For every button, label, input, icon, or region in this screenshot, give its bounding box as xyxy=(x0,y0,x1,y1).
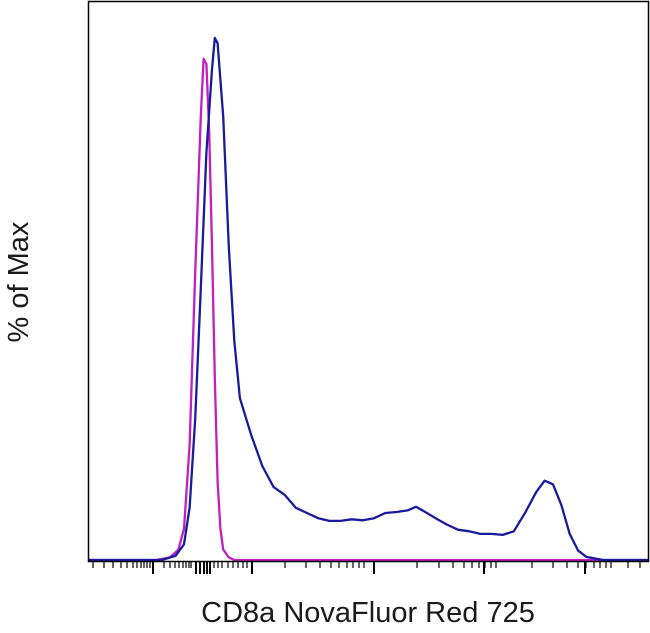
x-axis-label: CD8a NovaFluor Red 725 xyxy=(201,597,535,629)
x-axis-ticks xyxy=(92,562,641,574)
series-layer xyxy=(89,36,648,562)
plot-frame xyxy=(87,0,650,563)
y-axis-label: % of Max xyxy=(3,221,35,342)
series-line-2 xyxy=(89,36,648,562)
series-line-1 xyxy=(89,57,648,562)
